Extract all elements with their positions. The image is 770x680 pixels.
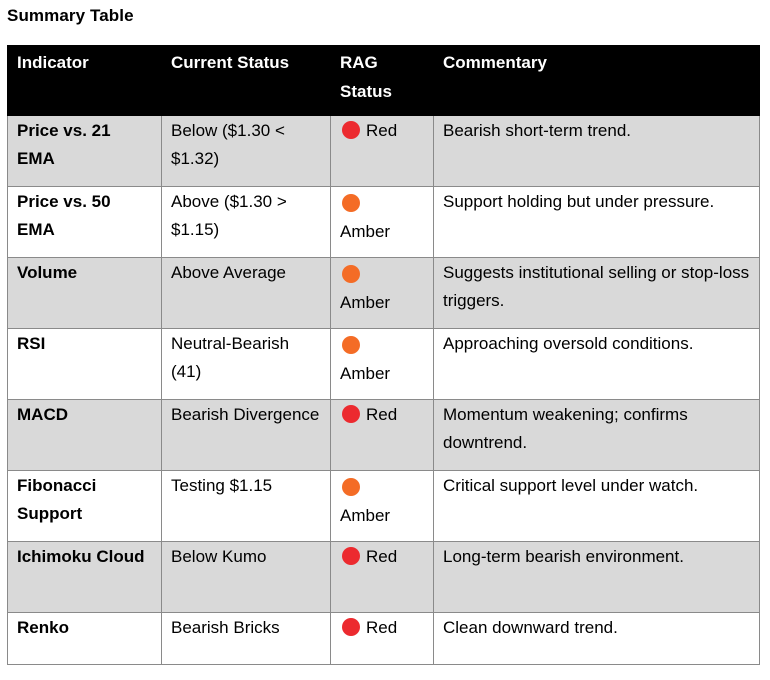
amber-status-dot-icon	[342, 478, 360, 496]
cell-rag-status: Red	[330, 612, 434, 665]
cell-commentary: Suggests institutional selling or stop-l…	[433, 257, 760, 329]
cell-current-status: Bearish Bricks	[161, 612, 331, 665]
summary-table: Indicator Current Status RAG Status Comm…	[7, 45, 760, 665]
rag-status-label: Amber	[340, 222, 391, 241]
cell-commentary: Clean downward trend.	[433, 612, 760, 665]
cell-commentary: Long-term bearish environment.	[433, 541, 760, 613]
page-title: Summary Table	[7, 6, 134, 25]
red-status-dot-icon	[342, 547, 360, 565]
cell-indicator: Fibonacci Support	[7, 470, 162, 542]
table-row: Ichimoku Cloud Below Kumo Red Long-term bea…	[7, 541, 760, 613]
cell-indicator: Ichimoku Cloud	[7, 541, 162, 613]
cell-indicator: RSI	[7, 328, 162, 400]
red-status-dot-icon	[342, 121, 360, 139]
cell-rag-status: Red	[330, 115, 434, 187]
table-row: Price vs. 21 EMA Below ($1.30 < $1.32) Red…	[7, 115, 760, 187]
cell-commentary: Momentum weakening; confirms downtrend.	[433, 399, 760, 471]
rag-status-label: Amber	[340, 506, 391, 525]
cell-rag-status: Amber	[330, 470, 434, 542]
rag-status-label: Red	[366, 618, 398, 637]
rag-status-label: Amber	[340, 364, 391, 383]
cell-indicator: Volume	[7, 257, 162, 329]
header-commentary: Commentary	[433, 45, 760, 116]
cell-current-status: Below ($1.30 < $1.32)	[161, 115, 331, 187]
table-row: Fibonacci Support Testing $1.15 Amber Criti…	[7, 470, 760, 542]
cell-commentary: Support holding but under pressure.	[433, 186, 760, 258]
cell-indicator: MACD	[7, 399, 162, 471]
cell-current-status: Below Kumo	[161, 541, 331, 613]
cell-rag-status: Amber	[330, 186, 434, 258]
cell-current-status: Neutral-Bearish (41)	[161, 328, 331, 400]
table-row: Price vs. 50 EMA Above ($1.30 > $1.15) Amb…	[7, 186, 760, 258]
rag-status-label: Red	[366, 121, 398, 140]
header-indicator: Indicator	[7, 45, 162, 116]
cell-commentary: Bearish short-term trend.	[433, 115, 760, 187]
table-row: Renko Bearish Bricks Red Clean downward tre…	[7, 612, 760, 665]
cell-rag-status: Red	[330, 399, 434, 471]
rag-status-label: Red	[366, 547, 398, 566]
cell-current-status: Testing $1.15	[161, 470, 331, 542]
amber-status-dot-icon	[342, 336, 360, 354]
cell-rag-status: Amber	[330, 328, 434, 400]
cell-current-status: Above ($1.30 > $1.15)	[161, 186, 331, 258]
cell-indicator: Price vs. 50 EMA	[7, 186, 162, 258]
cell-indicator: Price vs. 21 EMA	[7, 115, 162, 187]
rag-status-label: Amber	[340, 293, 391, 312]
table-row: RSI Neutral-Bearish (41) Amber Approaching …	[7, 328, 760, 400]
header-rag-status: RAG Status	[330, 45, 434, 116]
cell-current-status: Bearish Divergence	[161, 399, 331, 471]
table-body: Price vs. 21 EMA Below ($1.30 < $1.32) Red…	[7, 115, 760, 665]
cell-commentary: Critical support level under watch.	[433, 470, 760, 542]
red-status-dot-icon	[342, 618, 360, 636]
table-row: Volume Above Average Amber Suggests institu…	[7, 257, 760, 329]
amber-status-dot-icon	[342, 194, 360, 212]
cell-commentary: Approaching oversold conditions.	[433, 328, 760, 400]
cell-indicator: Renko	[7, 612, 162, 665]
table-header-row: Indicator Current Status RAG Status Comm…	[7, 45, 760, 116]
header-current-status: Current Status	[161, 45, 331, 116]
table-row: MACD Bearish Divergence Red Momentum weaken…	[7, 399, 760, 471]
amber-status-dot-icon	[342, 265, 360, 283]
red-status-dot-icon	[342, 405, 360, 423]
cell-rag-status: Red	[330, 541, 434, 613]
rag-status-label: Red	[366, 405, 398, 424]
cell-current-status: Above Average	[161, 257, 331, 329]
cell-rag-status: Amber	[330, 257, 434, 329]
